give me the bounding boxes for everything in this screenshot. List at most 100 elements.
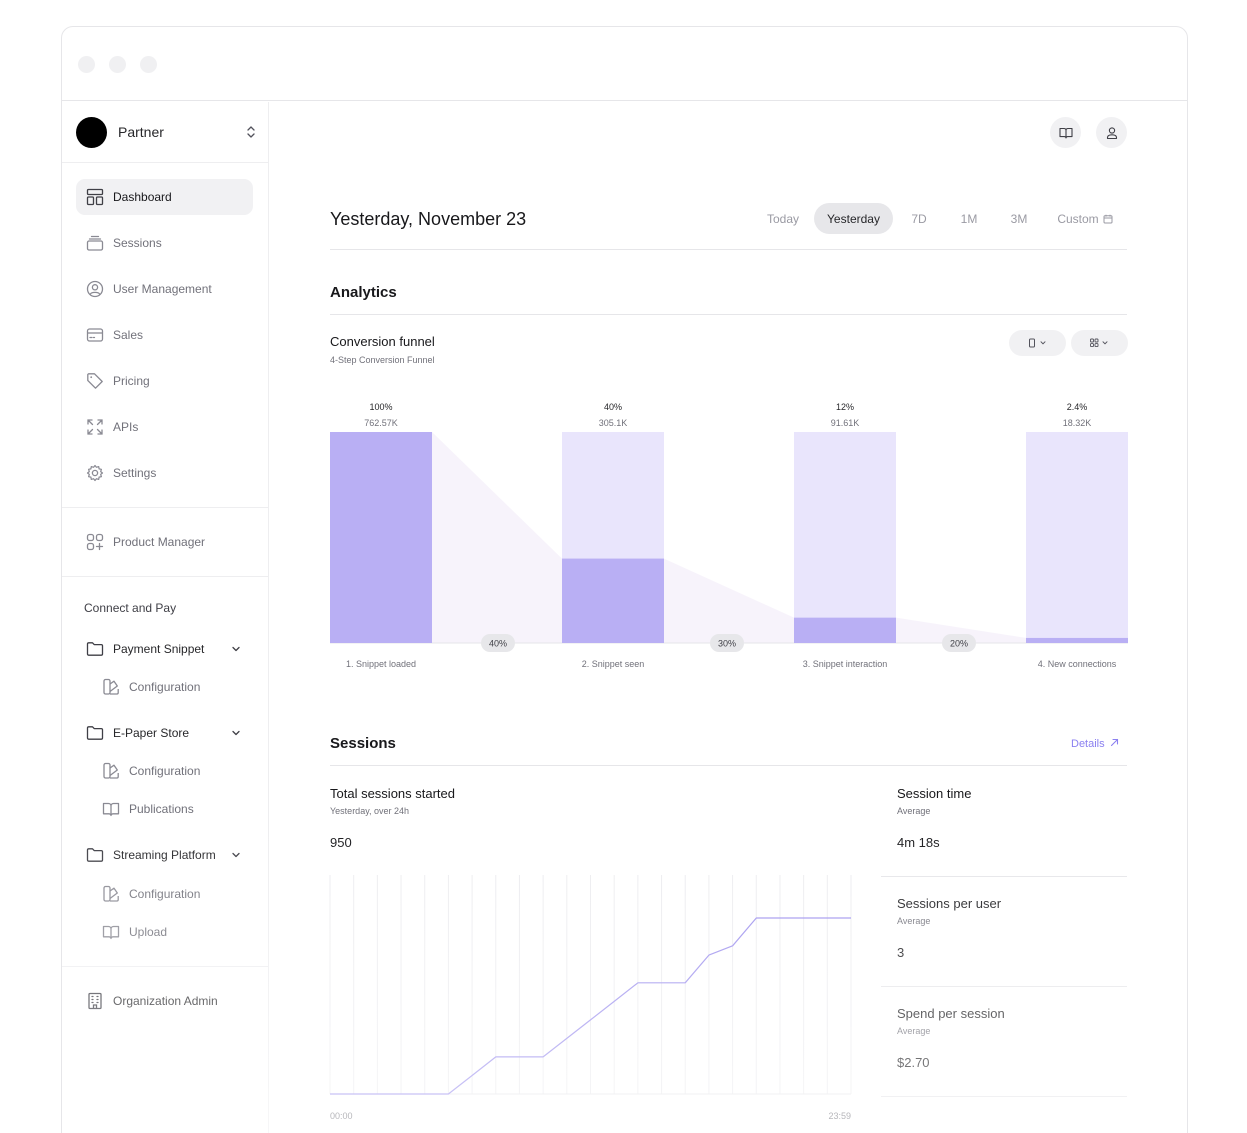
calendar-icon	[1103, 214, 1113, 223]
total-sessions-title: Total sessions started	[330, 786, 456, 801]
funnel-percent-label: 12%	[836, 402, 854, 412]
layout-filter-button[interactable]	[1071, 330, 1128, 356]
sidebar-subitem-publications[interactable]: Publications	[92, 791, 252, 827]
sidebar-group-label: E-Paper Store	[113, 726, 190, 740]
analytics-divider	[330, 314, 1127, 315]
funnel-connector	[896, 617, 1026, 643]
sessions-title: Sessions	[330, 735, 396, 752]
docs-button[interactable]	[1050, 117, 1081, 148]
sidebar-subitem-configuration[interactable]: Configuration	[92, 669, 252, 705]
sidebar-item-label: Organization Admin	[113, 994, 218, 1008]
org-switcher[interactable]: Partner	[76, 116, 256, 148]
main-content: Yesterday, November 23 Today Yesterday 7…	[269, 102, 1187, 1133]
swatch-icon	[103, 762, 119, 779]
sidebar-item-user-management[interactable]: User Management	[76, 271, 253, 307]
range-custom[interactable]: Custom	[1050, 203, 1120, 234]
user-circle-icon	[86, 280, 104, 298]
sidebar-item-label: User Management	[113, 282, 212, 296]
sidebar-group-label: Payment Snippet	[113, 642, 205, 656]
funnel-percent-label: 2.4%	[1067, 402, 1088, 412]
tag-icon	[87, 373, 103, 389]
metric-title: Session time	[897, 786, 972, 801]
sidebar-group-payment-snippet[interactable]: Payment Snippet	[76, 631, 253, 667]
funnel-connector	[432, 432, 562, 643]
sidebar-item-pricing[interactable]: Pricing	[76, 363, 253, 399]
sidebar-subitem-label: Publications	[129, 802, 194, 816]
sidebar-divider	[62, 966, 269, 967]
funnel-value-label: 18.32K	[1063, 418, 1092, 428]
chevron-up-down-icon	[247, 126, 255, 138]
layout-icon	[86, 188, 104, 206]
page-title: Yesterday, November 23	[330, 209, 527, 229]
sidebar-subitem-label: Configuration	[129, 680, 201, 694]
funnel-step-label: 3. Snippet interaction	[803, 659, 888, 669]
funnel-value-label: 305.1K	[599, 418, 628, 428]
folder-icon	[86, 848, 104, 862]
conversion-badge	[481, 634, 515, 652]
sidebar-item-product-manager[interactable]: Product Manager	[76, 524, 253, 560]
details-link[interactable]: Details	[1071, 738, 1119, 750]
sidebar-subitem-label: Upload	[129, 925, 168, 939]
sidebar-group-streaming-platform[interactable]: Streaming Platform	[76, 837, 253, 873]
book-open-icon	[1058, 127, 1073, 139]
sidebar-group-e-paper-store[interactable]: E-Paper Store	[76, 715, 253, 751]
sidebar-subitem-label: Configuration	[129, 764, 201, 778]
conversion-badge-label: 30%	[718, 639, 736, 649]
grid-plus-icon	[86, 533, 104, 551]
user-icon	[1106, 126, 1117, 139]
arrow-up-right-icon	[1110, 738, 1118, 747]
building-icon	[88, 992, 102, 1010]
swatch-icon	[103, 678, 119, 695]
grid-icon	[1089, 338, 1107, 348]
sidebar-subitem-configuration[interactable]: Configuration	[92, 753, 252, 789]
sidebar-item-label: Sales	[113, 328, 144, 342]
stack-icon	[86, 235, 104, 251]
profile-button[interactable]	[1096, 117, 1127, 148]
sidebar-item-apis[interactable]: APIs	[76, 409, 253, 445]
range-1m[interactable]: 1M	[960, 211, 978, 226]
sidebar-subitem-configuration[interactable]: Configuration	[92, 876, 252, 912]
gear-icon	[86, 464, 104, 482]
metric-subtitle: Average	[897, 806, 931, 816]
funnel-percent-label: 40%	[604, 402, 622, 412]
sidebar-item-settings[interactable]: Settings	[76, 455, 253, 491]
sidebar-subitem-upload[interactable]: Upload	[92, 914, 252, 950]
range-3m[interactable]: 3M	[1010, 211, 1028, 226]
sidebar-item-label: Sessions	[113, 236, 162, 250]
details-label: Details	[1071, 738, 1105, 750]
window-minimize-dot[interactable]	[109, 56, 126, 73]
org-name: Partner	[118, 124, 164, 140]
window-close-dot[interactable]	[78, 56, 95, 73]
funnel-value-label: 91.61K	[831, 418, 860, 428]
header-divider	[330, 249, 1127, 250]
device-filter-button[interactable]	[1009, 330, 1066, 356]
sessions-divider	[330, 765, 1127, 766]
chevron-down-icon	[232, 646, 240, 652]
sidebar-divider	[62, 162, 269, 163]
funnel-percent-label: 100%	[369, 402, 392, 412]
sidebar-item-sessions[interactable]: Sessions	[76, 225, 253, 261]
range-yesterday[interactable]: Yesterday	[814, 203, 893, 234]
conversion-badge	[710, 634, 744, 652]
sidebar-item-sales[interactable]: Sales	[76, 317, 253, 353]
total-sessions-subtitle: Yesterday, over 24h	[330, 806, 410, 816]
org-avatar	[76, 116, 107, 148]
sidebar-item-label: Dashboard	[113, 190, 172, 204]
sidebar-group-label: Streaming Platform	[113, 848, 216, 862]
sidebar-item-organization-admin[interactable]: Organization Admin	[76, 983, 253, 1019]
sidebar-item-label: Settings	[113, 466, 157, 480]
title-bar	[62, 27, 1187, 101]
range-today[interactable]: Today	[766, 211, 800, 226]
chevron-down-icon	[232, 852, 240, 858]
sidebar-item-dashboard[interactable]: Dashboard	[76, 179, 253, 215]
folder-icon	[86, 642, 104, 656]
charts-canvas: 100% 762.57K 1. Snippet loaded 40% 305.1K 2. …	[329, 402, 1128, 1121]
x-axis-start-label: 00:00	[330, 1111, 353, 1121]
conversion-badge-label: 20%	[950, 639, 968, 649]
swatch-icon	[103, 885, 119, 902]
range-7d[interactable]: 7D	[911, 211, 927, 226]
folder-icon	[86, 726, 104, 740]
window-maximize-dot[interactable]	[140, 56, 157, 73]
app-window: Partner Dashboard Sessions User Manageme…	[61, 26, 1188, 1133]
funnel-bar-background	[1026, 432, 1128, 643]
